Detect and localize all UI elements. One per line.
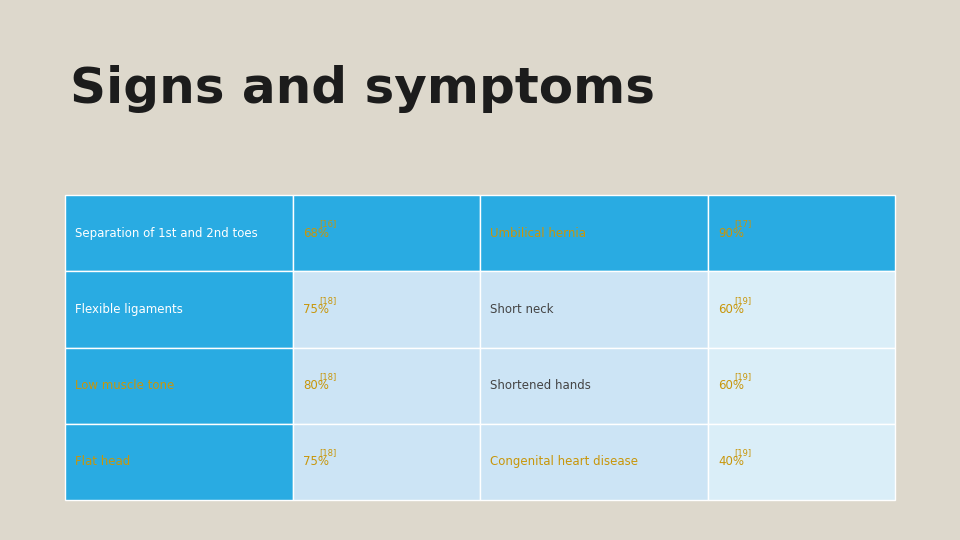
Text: Low muscle tone: Low muscle tone — [75, 379, 175, 392]
Text: 80%: 80% — [303, 379, 329, 392]
Text: [18]: [18] — [319, 296, 336, 305]
Text: 75%: 75% — [303, 455, 329, 468]
FancyBboxPatch shape — [708, 195, 895, 271]
Text: 90%: 90% — [718, 227, 744, 240]
FancyBboxPatch shape — [293, 424, 480, 500]
Text: 68%: 68% — [303, 227, 329, 240]
Text: [17]: [17] — [733, 219, 751, 228]
Text: [18]: [18] — [319, 448, 336, 457]
FancyBboxPatch shape — [480, 195, 708, 271]
FancyBboxPatch shape — [65, 195, 293, 271]
Text: [16]: [16] — [319, 219, 336, 228]
Text: [19]: [19] — [733, 372, 751, 381]
FancyBboxPatch shape — [293, 348, 480, 424]
Text: Umbilical hernia: Umbilical hernia — [490, 227, 586, 240]
Text: [19]: [19] — [733, 296, 751, 305]
FancyBboxPatch shape — [65, 424, 293, 500]
Text: [19]: [19] — [733, 448, 751, 457]
FancyBboxPatch shape — [480, 271, 708, 348]
FancyBboxPatch shape — [708, 271, 895, 348]
FancyBboxPatch shape — [480, 348, 708, 424]
Text: 40%: 40% — [718, 455, 744, 468]
Text: Flexible ligaments: Flexible ligaments — [75, 303, 182, 316]
Text: Signs and symptoms: Signs and symptoms — [70, 65, 655, 113]
Text: Shortened hands: Shortened hands — [490, 379, 590, 392]
Text: 75%: 75% — [303, 303, 329, 316]
Text: Congenital heart disease: Congenital heart disease — [490, 455, 638, 468]
FancyBboxPatch shape — [65, 271, 293, 348]
FancyBboxPatch shape — [708, 424, 895, 500]
FancyBboxPatch shape — [708, 348, 895, 424]
Text: [18]: [18] — [319, 372, 336, 381]
Text: Short neck: Short neck — [490, 303, 554, 316]
FancyBboxPatch shape — [480, 424, 708, 500]
Text: 60%: 60% — [718, 303, 744, 316]
Text: Separation of 1st and 2nd toes: Separation of 1st and 2nd toes — [75, 227, 257, 240]
FancyBboxPatch shape — [65, 348, 293, 424]
FancyBboxPatch shape — [293, 271, 480, 348]
FancyBboxPatch shape — [293, 195, 480, 271]
Text: 60%: 60% — [718, 379, 744, 392]
Text: Flat head: Flat head — [75, 455, 131, 468]
